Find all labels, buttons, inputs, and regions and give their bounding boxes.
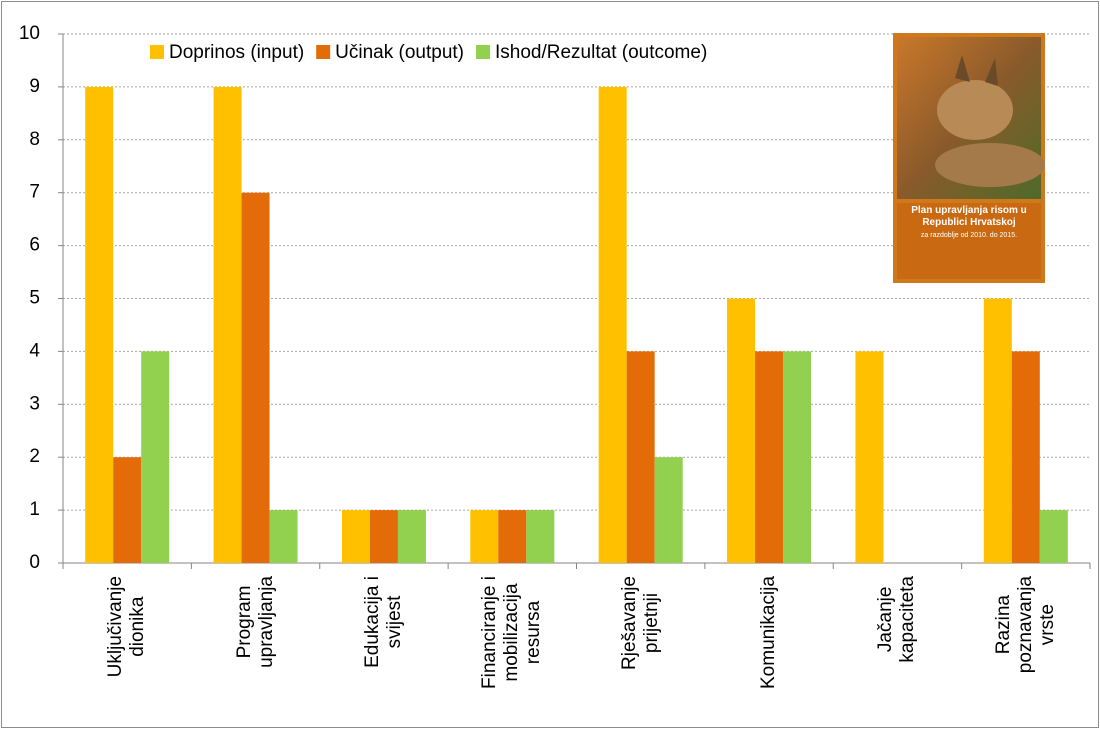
x-tick-label: Financiranje i mobilizacija resursa xyxy=(479,576,545,729)
bar xyxy=(526,510,555,563)
bar xyxy=(626,351,655,563)
x-tick-text: Jačanje kapaciteta xyxy=(875,576,919,663)
bar xyxy=(269,510,298,563)
legend-label: Učinak (output) xyxy=(335,42,464,63)
bar xyxy=(341,510,370,563)
x-tick-text: Rješavanje prijetnji xyxy=(618,576,662,670)
y-tick-label: 5 xyxy=(29,288,40,309)
bar xyxy=(783,351,812,563)
y-tick-label: 2 xyxy=(29,446,40,467)
bar xyxy=(470,510,499,563)
bar xyxy=(755,351,784,563)
y-tick-label: 8 xyxy=(29,129,40,150)
x-tick-text: Razina poznavanja vrste xyxy=(992,576,1058,674)
y-tick-label: 6 xyxy=(29,235,40,256)
bar xyxy=(85,86,114,564)
y-tick-label: 9 xyxy=(29,76,40,97)
x-tick-text: Financiranje i mobilizacija resursa xyxy=(479,576,545,689)
bar xyxy=(498,510,527,563)
x-tick-label: Jačanje kapaciteta xyxy=(875,576,919,729)
bar xyxy=(598,86,627,564)
y-tick-label: 4 xyxy=(29,340,40,361)
x-tick-label: Rješavanje prijetnji xyxy=(619,576,663,729)
legend-swatch xyxy=(476,45,491,59)
y-tick-label: 0 xyxy=(29,552,40,573)
inset-image: Plan upravljanja risom u Republici Hrvat… xyxy=(893,33,1045,283)
x-tick-label: Edukacija i svijest xyxy=(362,576,406,729)
bar xyxy=(141,351,170,563)
inset-subtitle: za razdoblje od 2010. do 2015. xyxy=(920,232,1018,239)
x-tick-text: Program upravljanja xyxy=(233,576,277,668)
x-tick-label: Komunikacija xyxy=(758,576,780,729)
bar xyxy=(213,86,242,564)
x-tick-label: Program upravljanja xyxy=(234,576,278,729)
x-tick-text: Komunikacija xyxy=(758,576,780,689)
y-tick-label: 1 xyxy=(29,499,40,520)
inset-title: Plan upravljanja risom u Republici Hrvat… xyxy=(911,205,1027,228)
bar xyxy=(397,510,426,563)
bar xyxy=(241,192,270,563)
bar xyxy=(983,298,1012,563)
bar xyxy=(1011,351,1040,563)
legend-label: Ishod/Rezultat (outcome) xyxy=(495,42,707,63)
x-tick-text: Uključivanje dionika xyxy=(105,576,149,678)
bar xyxy=(855,351,884,563)
y-tick-label: 10 xyxy=(19,23,40,44)
x-tick-label: Uključivanje dionika xyxy=(105,576,149,729)
x-tick-text: Edukacija i svijest xyxy=(361,576,405,668)
legend-swatch xyxy=(316,45,331,59)
bar xyxy=(654,457,683,563)
bar xyxy=(727,298,756,563)
bar xyxy=(369,510,398,563)
bar xyxy=(1039,510,1068,563)
bar xyxy=(113,457,142,563)
y-tick-label: 3 xyxy=(29,393,40,414)
x-tick-label: Razina poznavanja vrste xyxy=(993,576,1059,729)
legend-label: Doprinos (input) xyxy=(169,42,304,63)
legend-swatch xyxy=(150,45,164,59)
y-tick-label: 7 xyxy=(29,182,40,203)
